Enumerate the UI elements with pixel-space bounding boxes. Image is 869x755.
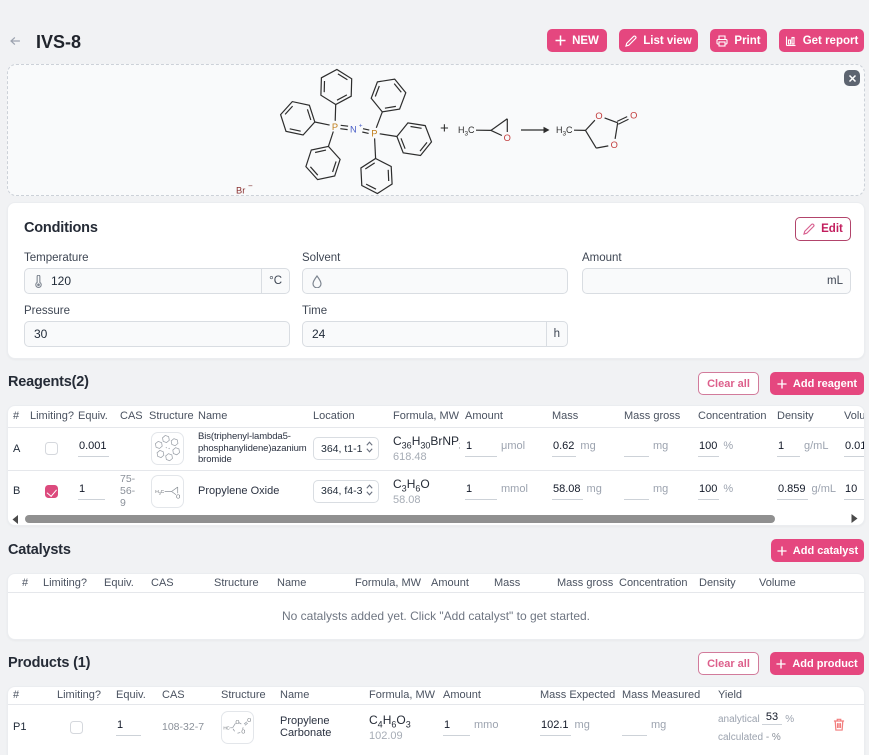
svg-text:O: O <box>241 729 245 735</box>
svg-text:O: O <box>595 111 602 121</box>
svg-text:H: H <box>223 725 226 730</box>
svg-text:3: 3 <box>563 131 567 138</box>
svg-text:C: C <box>227 725 231 730</box>
svg-text:O: O <box>630 110 637 120</box>
svg-text:O: O <box>247 718 251 724</box>
svg-text:H: H <box>556 125 563 135</box>
svg-text:O: O <box>235 720 239 726</box>
svg-text:P: P <box>371 128 377 138</box>
svg-text:O: O <box>504 133 511 143</box>
svg-text:3: 3 <box>159 491 161 495</box>
svg-text:C: C <box>566 125 573 135</box>
svg-text:O: O <box>176 494 180 500</box>
svg-text:C: C <box>468 125 475 135</box>
svg-text:H: H <box>458 125 465 135</box>
svg-text:3: 3 <box>465 131 469 138</box>
svg-text:O: O <box>611 140 618 150</box>
svg-text:P: P <box>332 122 338 132</box>
svg-text:−: − <box>248 182 253 191</box>
svg-text:H: H <box>155 489 159 495</box>
svg-text:Br: Br <box>236 186 245 196</box>
svg-text:+: + <box>440 120 449 137</box>
svg-text:N: N <box>350 124 357 134</box>
svg-text:+: + <box>359 122 363 129</box>
svg-text:C: C <box>161 489 165 495</box>
